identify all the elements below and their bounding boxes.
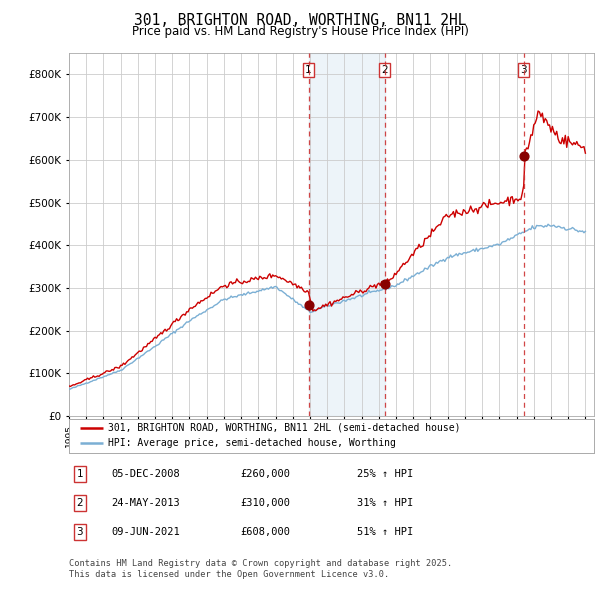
Text: £260,000: £260,000 bbox=[240, 469, 290, 478]
Bar bbox=[308, 53, 385, 416]
Text: £310,000: £310,000 bbox=[240, 498, 290, 507]
Point bbox=[304, 300, 313, 310]
Text: 24-MAY-2013: 24-MAY-2013 bbox=[111, 498, 180, 507]
Text: 1: 1 bbox=[76, 469, 83, 478]
Text: 05-DEC-2008: 05-DEC-2008 bbox=[111, 469, 180, 478]
Text: 25% ↑ HPI: 25% ↑ HPI bbox=[357, 469, 413, 478]
Text: 31% ↑ HPI: 31% ↑ HPI bbox=[357, 498, 413, 507]
Text: Contains HM Land Registry data © Crown copyright and database right 2025.
This d: Contains HM Land Registry data © Crown c… bbox=[69, 559, 452, 579]
Text: 3: 3 bbox=[76, 527, 83, 536]
Text: Price paid vs. HM Land Registry's House Price Index (HPI): Price paid vs. HM Land Registry's House … bbox=[131, 25, 469, 38]
Text: £608,000: £608,000 bbox=[240, 527, 290, 536]
Text: 2: 2 bbox=[381, 65, 388, 75]
Text: 3: 3 bbox=[520, 65, 527, 75]
Text: 2: 2 bbox=[76, 498, 83, 507]
Text: 301, BRIGHTON ROAD, WORTHING, BN11 2HL (semi-detached house): 301, BRIGHTON ROAD, WORTHING, BN11 2HL (… bbox=[109, 423, 461, 433]
Text: 301, BRIGHTON ROAD, WORTHING, BN11 2HL: 301, BRIGHTON ROAD, WORTHING, BN11 2HL bbox=[134, 13, 466, 28]
Point bbox=[380, 279, 389, 289]
Text: 09-JUN-2021: 09-JUN-2021 bbox=[111, 527, 180, 536]
Text: HPI: Average price, semi-detached house, Worthing: HPI: Average price, semi-detached house,… bbox=[109, 438, 396, 448]
Text: 1: 1 bbox=[305, 65, 312, 75]
Text: 51% ↑ HPI: 51% ↑ HPI bbox=[357, 527, 413, 536]
Point bbox=[519, 152, 529, 161]
